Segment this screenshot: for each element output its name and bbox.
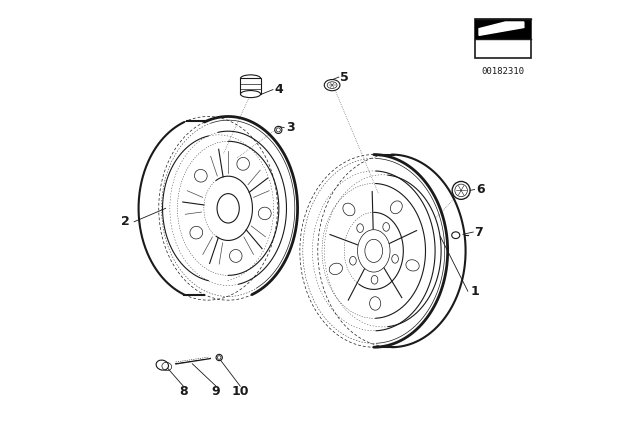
Ellipse shape [275,126,282,134]
Text: 00182310: 00182310 [481,67,524,76]
Ellipse shape [329,263,342,275]
Text: 4: 4 [275,83,283,96]
Ellipse shape [241,90,260,98]
Polygon shape [479,22,524,35]
Text: 6: 6 [476,183,484,196]
Ellipse shape [349,256,356,265]
FancyBboxPatch shape [241,78,260,94]
Ellipse shape [324,79,340,91]
Ellipse shape [237,157,250,170]
Ellipse shape [190,226,203,239]
Ellipse shape [452,181,470,199]
Ellipse shape [216,354,222,361]
Text: 2: 2 [121,215,129,228]
Bar [474,19,531,58]
Ellipse shape [371,276,378,284]
Text: 9: 9 [212,385,220,398]
Ellipse shape [406,260,419,271]
Ellipse shape [343,203,355,216]
Text: 8: 8 [179,385,188,398]
Ellipse shape [156,360,168,370]
Bar [474,19,531,39]
Ellipse shape [356,224,364,233]
Text: 7: 7 [474,225,483,239]
Ellipse shape [452,232,460,238]
Ellipse shape [217,194,239,223]
Ellipse shape [230,250,242,263]
Ellipse shape [383,223,390,231]
Text: 1: 1 [470,284,479,298]
Text: 10: 10 [232,385,249,398]
Ellipse shape [241,75,260,82]
Ellipse shape [390,201,403,214]
Ellipse shape [259,207,271,220]
Ellipse shape [195,169,207,182]
Text: 3: 3 [286,121,294,134]
Ellipse shape [370,297,381,310]
Text: 5: 5 [340,70,349,84]
Ellipse shape [358,230,390,272]
Ellipse shape [392,254,399,263]
